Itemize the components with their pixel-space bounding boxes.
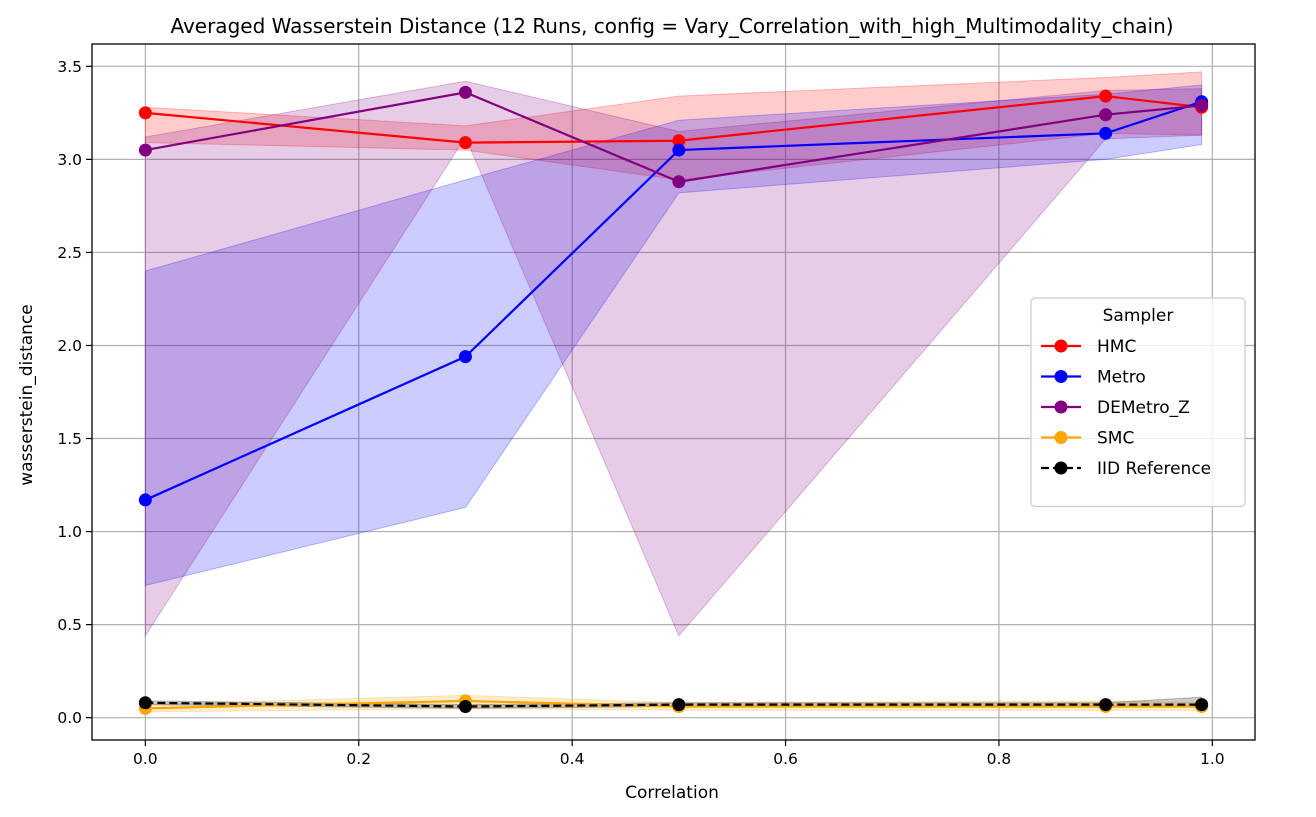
y-tick-label-2: 1.0 <box>57 523 82 541</box>
y-tick-label-0: 0.0 <box>57 709 82 727</box>
plot-frame <box>91 43 1256 741</box>
legend-label-iid-reference: IID Reference <box>1097 459 1211 479</box>
band-metro <box>144 84 1203 587</box>
legend: Sampler HMC Metro DEMetro_Z SMC IID Reference <box>1030 297 1246 508</box>
series-points <box>138 85 1209 715</box>
legend-marker-smc <box>1054 431 1068 444</box>
x-tick-label-3: 0.6 <box>773 750 798 768</box>
point-iid-reference-4 <box>1195 698 1209 712</box>
point-hmc-3 <box>1099 89 1113 103</box>
point-metro-2 <box>672 143 686 157</box>
point-iid-reference-1 <box>458 700 472 714</box>
x-tick-label-4: 0.8 <box>987 750 1012 768</box>
band-demetro-z <box>144 80 1203 638</box>
y-axis-label: wasserstein_distance <box>17 304 37 486</box>
y-tick-label-5: 2.5 <box>57 244 82 262</box>
ticks: 0.0 0.2 0.4 0.6 0.8 1.0 0.0 0.5 1.0 1.5 2.0 2.5 3.0 3… <box>57 58 1224 768</box>
x-tick-label-1: 0.2 <box>346 750 371 768</box>
legend-title: Sampler <box>1103 306 1174 326</box>
legend-marker-demetro-z <box>1054 400 1068 414</box>
point-demetro-z-1 <box>458 85 472 99</box>
legend-label-smc: SMC <box>1097 429 1134 449</box>
x-tick-label-2: 0.4 <box>560 750 585 768</box>
point-demetro-z-4 <box>1195 98 1209 112</box>
y-tick-label-4: 2.0 <box>57 337 82 355</box>
legend-marker-iid-reference <box>1054 461 1068 475</box>
x-tick-label-5: 1.0 <box>1200 750 1225 768</box>
chart-title: Averaged Wasserstein Distance (12 Runs, … <box>170 14 1173 38</box>
point-demetro-z-0 <box>138 143 152 157</box>
point-demetro-z-3 <box>1099 108 1113 122</box>
y-tick-label-7: 3.5 <box>57 58 82 76</box>
point-iid-reference-0 <box>138 696 152 710</box>
point-iid-reference-2 <box>672 698 686 712</box>
point-metro-1 <box>458 350 472 364</box>
point-demetro-z-2 <box>672 175 686 189</box>
point-hmc-0 <box>138 106 152 120</box>
point-metro-3 <box>1099 126 1113 140</box>
y-tick-label-3: 1.5 <box>57 430 82 448</box>
point-metro-0 <box>138 493 152 507</box>
band-hmc <box>144 71 1203 181</box>
legend-box <box>1030 297 1246 508</box>
y-tick-label-6: 3.0 <box>57 151 82 169</box>
point-iid-reference-3 <box>1099 698 1113 712</box>
x-tick-label-0: 0.0 <box>133 750 158 768</box>
legend-marker-metro <box>1054 370 1068 383</box>
legend-label-metro: Metro <box>1097 368 1146 388</box>
point-hmc-1 <box>458 136 472 150</box>
legend-marker-hmc <box>1054 339 1068 353</box>
x-axis-label: Correlation <box>625 783 719 803</box>
point-hmc-2 <box>672 134 686 148</box>
y-tick-label-1: 0.5 <box>57 616 82 634</box>
legend-label-hmc: HMC <box>1097 337 1136 357</box>
legend-label-demetro-z: DEMetro_Z <box>1097 398 1190 418</box>
